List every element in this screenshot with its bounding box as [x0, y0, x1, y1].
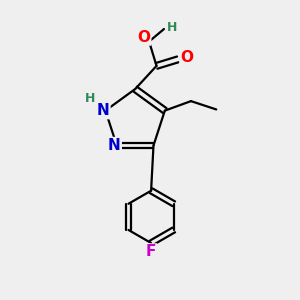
Text: N: N	[97, 103, 110, 118]
Text: O: O	[137, 30, 150, 45]
Text: F: F	[146, 244, 156, 260]
Text: H: H	[85, 92, 95, 105]
Text: N: N	[108, 138, 121, 153]
Text: O: O	[180, 50, 194, 65]
Text: H: H	[167, 21, 178, 34]
